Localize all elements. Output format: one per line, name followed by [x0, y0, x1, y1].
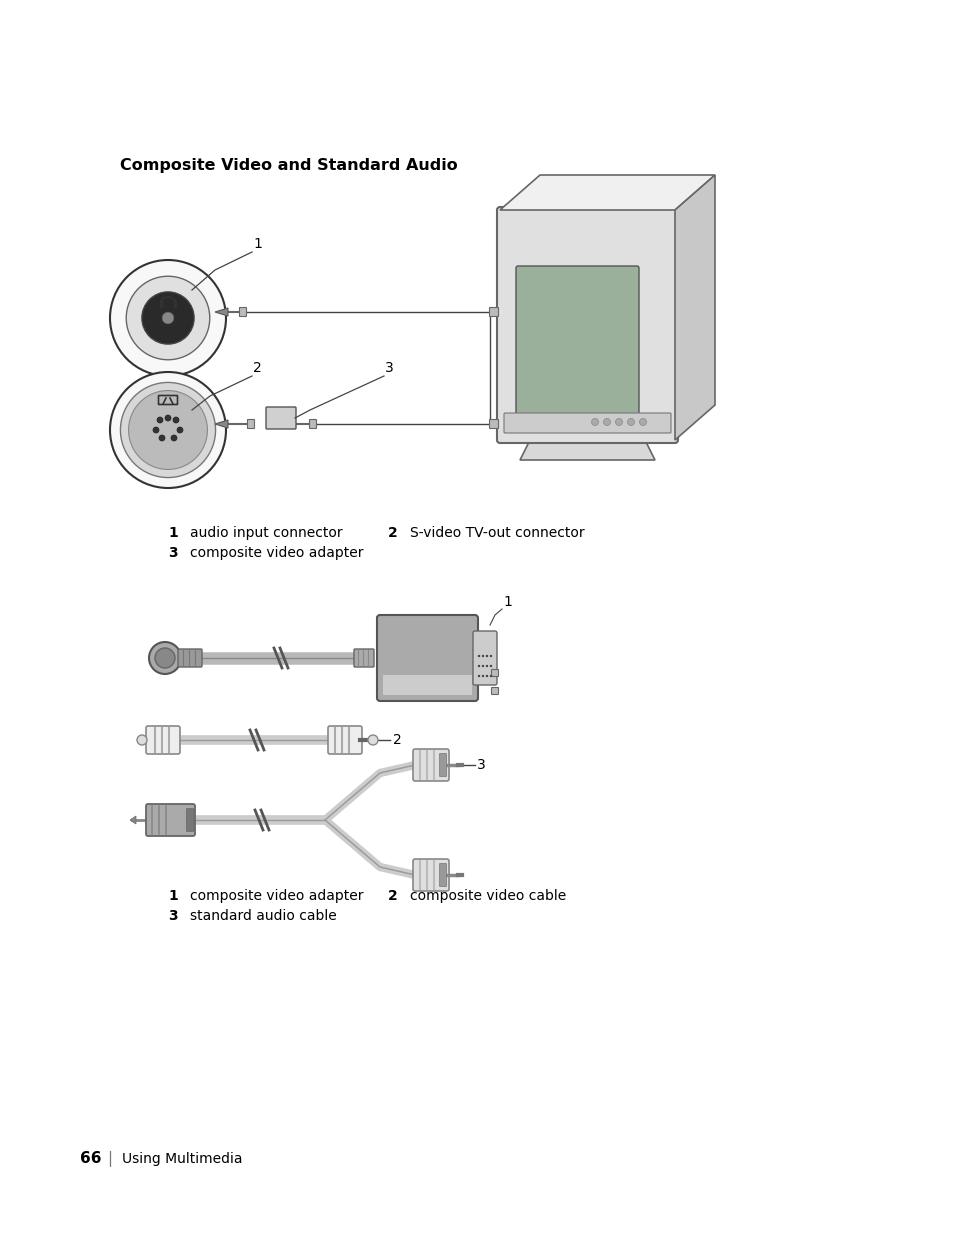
- FancyBboxPatch shape: [178, 650, 202, 667]
- Text: composite video adapter: composite video adapter: [190, 889, 363, 903]
- Text: standard audio cable: standard audio cable: [190, 909, 336, 923]
- Circle shape: [152, 427, 159, 433]
- Text: |: |: [107, 1151, 112, 1167]
- FancyBboxPatch shape: [491, 688, 498, 694]
- Circle shape: [591, 419, 598, 426]
- FancyBboxPatch shape: [328, 726, 361, 755]
- Circle shape: [171, 435, 177, 441]
- Text: 1: 1: [502, 595, 512, 609]
- Circle shape: [485, 664, 488, 667]
- Circle shape: [142, 291, 193, 345]
- Text: 66: 66: [80, 1151, 101, 1166]
- FancyBboxPatch shape: [503, 412, 670, 433]
- Text: 2: 2: [388, 526, 397, 540]
- Text: composite video cable: composite video cable: [410, 889, 566, 903]
- FancyBboxPatch shape: [186, 809, 193, 831]
- Circle shape: [154, 648, 174, 668]
- Circle shape: [157, 417, 163, 424]
- Polygon shape: [519, 440, 655, 459]
- FancyBboxPatch shape: [247, 420, 254, 429]
- FancyBboxPatch shape: [439, 753, 446, 777]
- Circle shape: [126, 277, 210, 359]
- Text: 1: 1: [253, 237, 262, 251]
- Circle shape: [368, 735, 377, 745]
- Circle shape: [485, 655, 488, 657]
- Text: 2: 2: [253, 361, 261, 375]
- Circle shape: [129, 390, 207, 469]
- Circle shape: [149, 642, 181, 674]
- Circle shape: [120, 383, 215, 478]
- FancyBboxPatch shape: [309, 420, 316, 429]
- Circle shape: [477, 664, 479, 667]
- Circle shape: [489, 674, 492, 677]
- Circle shape: [489, 655, 492, 657]
- Text: Using Multimedia: Using Multimedia: [122, 1152, 242, 1166]
- Circle shape: [603, 419, 610, 426]
- Circle shape: [162, 312, 173, 324]
- Circle shape: [110, 261, 226, 375]
- Circle shape: [481, 655, 484, 657]
- FancyBboxPatch shape: [491, 669, 498, 677]
- Circle shape: [177, 427, 183, 433]
- Circle shape: [110, 372, 226, 488]
- Text: 2: 2: [388, 889, 397, 903]
- Polygon shape: [130, 816, 136, 824]
- Text: Composite Video and Standard Audio: Composite Video and Standard Audio: [120, 158, 457, 173]
- Circle shape: [489, 664, 492, 667]
- FancyBboxPatch shape: [354, 650, 374, 667]
- FancyBboxPatch shape: [489, 308, 498, 316]
- Circle shape: [165, 415, 171, 421]
- FancyBboxPatch shape: [382, 676, 472, 695]
- Circle shape: [477, 674, 479, 677]
- Polygon shape: [214, 420, 228, 429]
- Circle shape: [485, 674, 488, 677]
- FancyBboxPatch shape: [413, 748, 449, 781]
- FancyBboxPatch shape: [473, 631, 497, 685]
- Circle shape: [172, 417, 179, 424]
- Circle shape: [627, 419, 634, 426]
- FancyBboxPatch shape: [239, 308, 246, 316]
- Polygon shape: [214, 308, 228, 316]
- Text: 1: 1: [168, 526, 177, 540]
- FancyBboxPatch shape: [146, 726, 180, 755]
- Circle shape: [615, 419, 622, 426]
- Text: 3: 3: [168, 909, 177, 923]
- FancyBboxPatch shape: [413, 860, 449, 890]
- Text: 3: 3: [476, 758, 485, 772]
- Text: 3: 3: [385, 361, 394, 375]
- Text: audio input connector: audio input connector: [190, 526, 342, 540]
- Circle shape: [159, 435, 165, 441]
- FancyBboxPatch shape: [489, 420, 498, 429]
- Circle shape: [481, 664, 484, 667]
- Text: S-video TV-out connector: S-video TV-out connector: [410, 526, 584, 540]
- Circle shape: [639, 419, 646, 426]
- Text: 3: 3: [168, 546, 177, 559]
- FancyBboxPatch shape: [439, 863, 446, 887]
- Text: 2: 2: [393, 734, 401, 747]
- FancyBboxPatch shape: [146, 804, 194, 836]
- FancyBboxPatch shape: [497, 207, 678, 443]
- Text: 1: 1: [168, 889, 177, 903]
- Circle shape: [137, 735, 147, 745]
- FancyBboxPatch shape: [266, 408, 295, 429]
- Polygon shape: [675, 175, 714, 440]
- FancyBboxPatch shape: [376, 615, 477, 701]
- Text: composite video adapter: composite video adapter: [190, 546, 363, 559]
- Polygon shape: [499, 175, 714, 210]
- Circle shape: [477, 655, 479, 657]
- FancyBboxPatch shape: [516, 266, 639, 424]
- Circle shape: [481, 674, 484, 677]
